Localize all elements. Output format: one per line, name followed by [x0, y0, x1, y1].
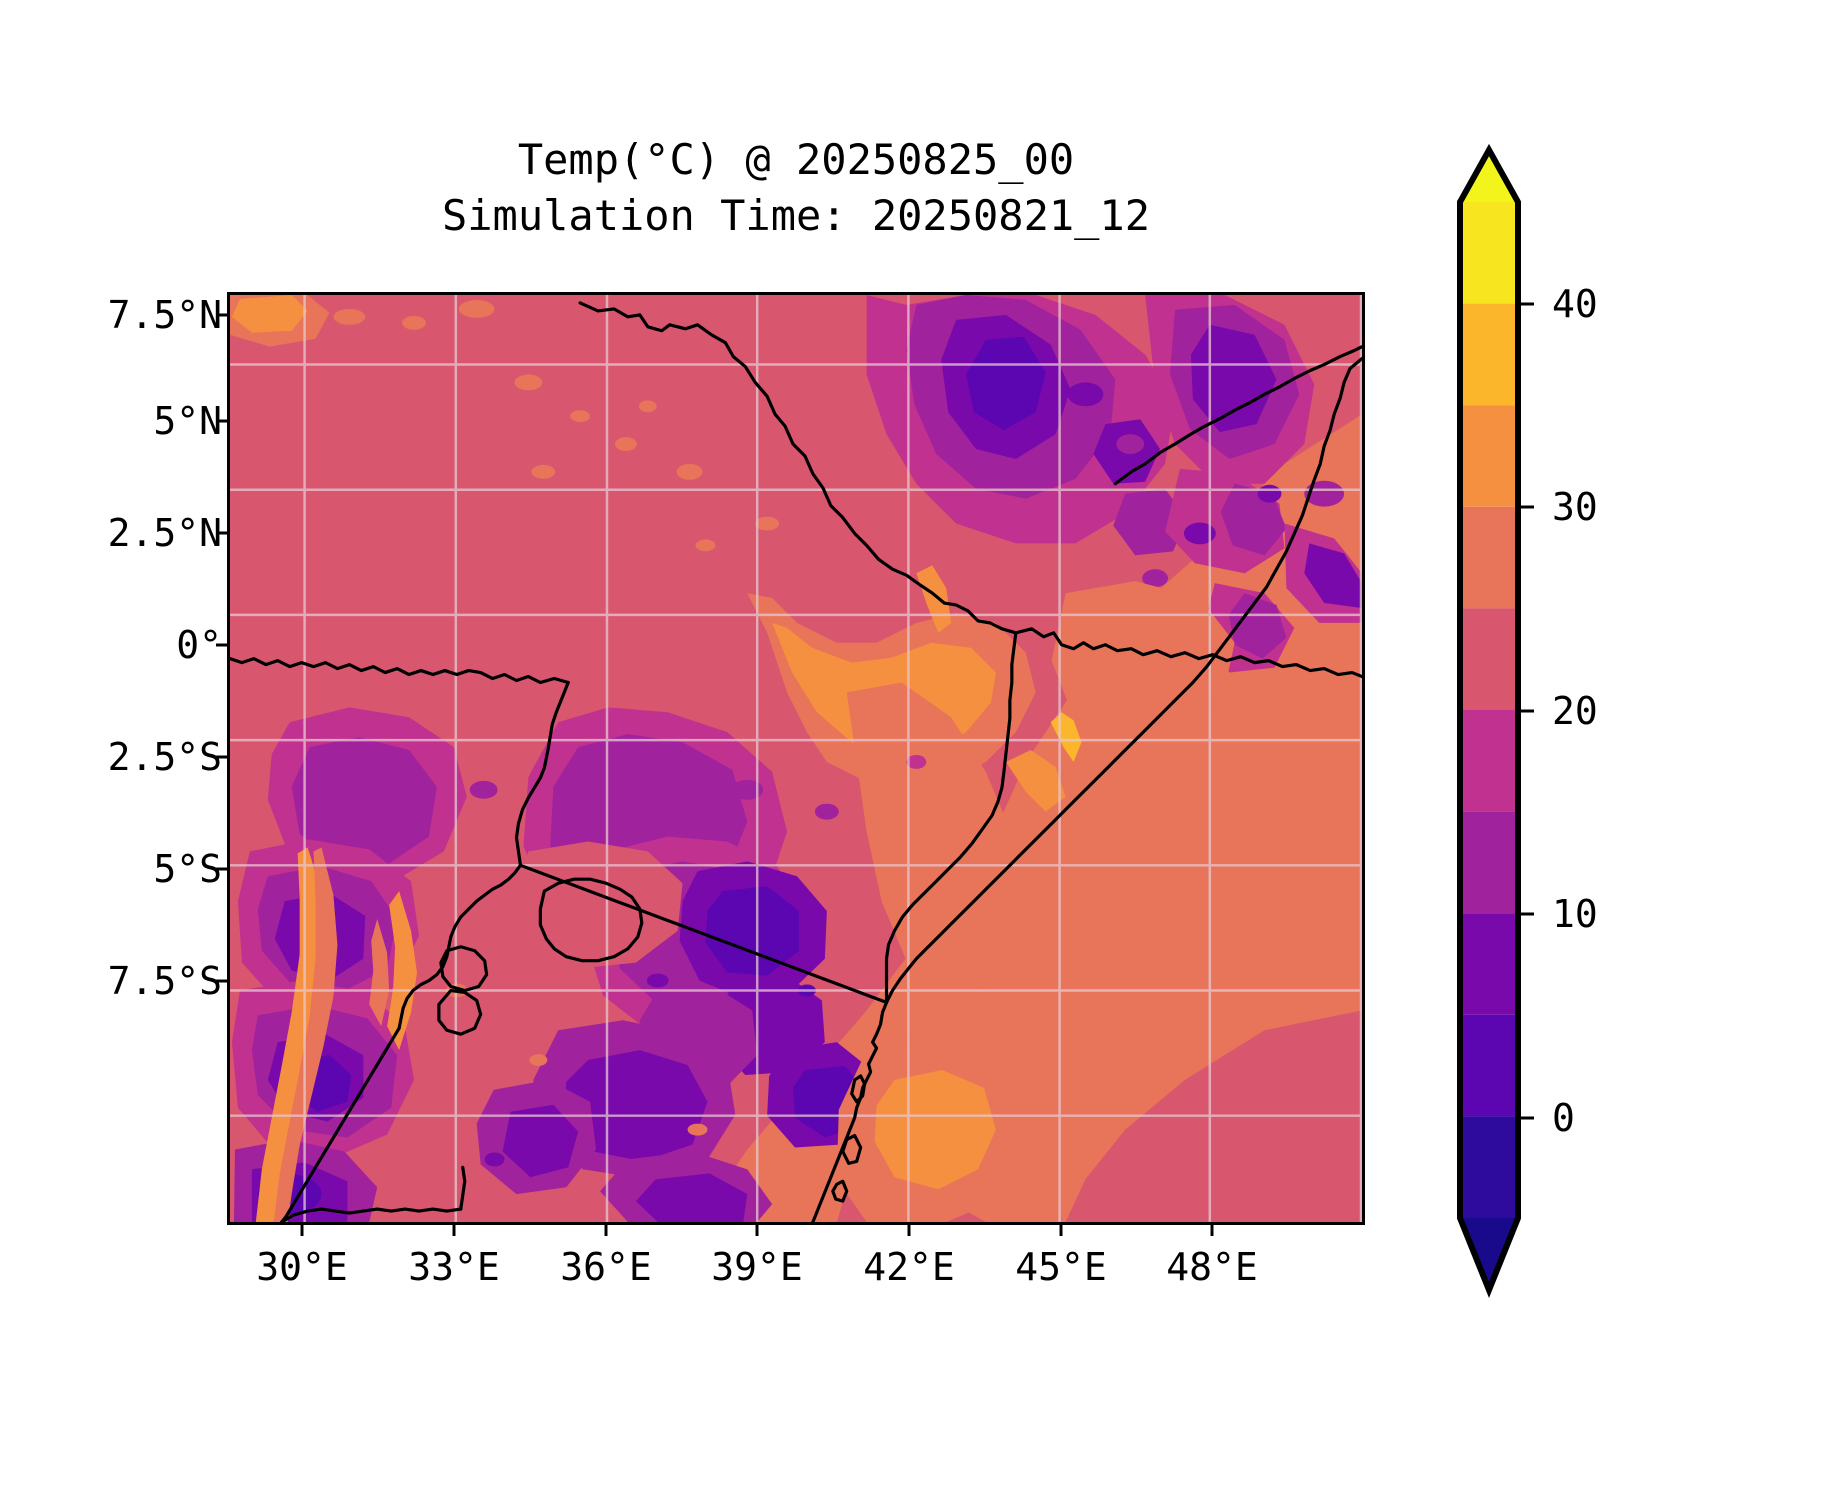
temperature-contour-map: [230, 295, 1362, 1222]
xtick-mark-42E: [907, 1225, 911, 1236]
colorbar[interactable]: [1457, 143, 1521, 1299]
xtick-label-48E: 48°E: [1166, 1245, 1258, 1289]
cbar-tick-mark-30: [1521, 505, 1534, 509]
ytick-label-0: 0°: [176, 623, 222, 667]
xtick-mark-30E: [300, 1225, 304, 1236]
cbar-tick-mark-0: [1521, 1116, 1534, 1120]
xtick-mark-48E: [1210, 1225, 1214, 1236]
cbar-label-10: 10: [1552, 892, 1598, 936]
title-line-simulation-time: Simulation Time: 20250821_12: [441, 191, 1150, 240]
map-plot-area[interactable]: [227, 292, 1365, 1225]
ytick-label-7.5S: 7.5°S: [107, 959, 222, 1003]
cbar-label-20: 20: [1552, 689, 1598, 733]
ytick-mark-5S: [216, 867, 227, 871]
ytick-label-7.5N: 7.5°N: [107, 293, 222, 337]
ytick-mark-2.5N: [216, 531, 227, 535]
colorbar-gradient: [1457, 143, 1521, 1299]
xtick-label-30E: 30°E: [256, 1245, 348, 1289]
ytick-mark-0: [216, 643, 227, 647]
title-line-valid-time: Temp(°C) @ 20250825_00: [517, 135, 1075, 184]
xtick-label-33E: 33°E: [408, 1245, 500, 1289]
ytick-label-5S: 5°S: [153, 847, 222, 891]
xtick-label-45E: 45°E: [1015, 1245, 1107, 1289]
ytick-mark-7.5N: [216, 313, 227, 317]
xtick-mark-33E: [452, 1225, 456, 1236]
cbar-label-30: 30: [1552, 485, 1598, 529]
cbar-tick-mark-40: [1521, 302, 1534, 306]
chart-title: Temp(°C) @ 20250825_00 Simulation Time: …: [227, 132, 1365, 244]
ytick-mark-2.5S: [216, 755, 227, 759]
cbar-tick-mark-10: [1521, 912, 1534, 916]
ytick-label-2.5N: 2.5°N: [107, 511, 222, 555]
cbar-label-0: 0: [1552, 1096, 1575, 1140]
xtick-label-36E: 36°E: [560, 1245, 652, 1289]
xtick-mark-36E: [604, 1225, 608, 1236]
xtick-mark-45E: [1059, 1225, 1063, 1236]
xtick-label-42E: 42°E: [863, 1245, 955, 1289]
ytick-label-2.5S: 2.5°S: [107, 735, 222, 779]
ytick-mark-5N: [216, 419, 227, 423]
cbar-tick-mark-20: [1521, 709, 1534, 713]
cbar-label-40: 40: [1552, 282, 1598, 326]
ytick-mark-7.5S: [216, 979, 227, 983]
xtick-label-39E: 39°E: [711, 1245, 803, 1289]
ytick-label-5N: 5°N: [153, 399, 222, 443]
xtick-mark-39E: [755, 1225, 759, 1236]
